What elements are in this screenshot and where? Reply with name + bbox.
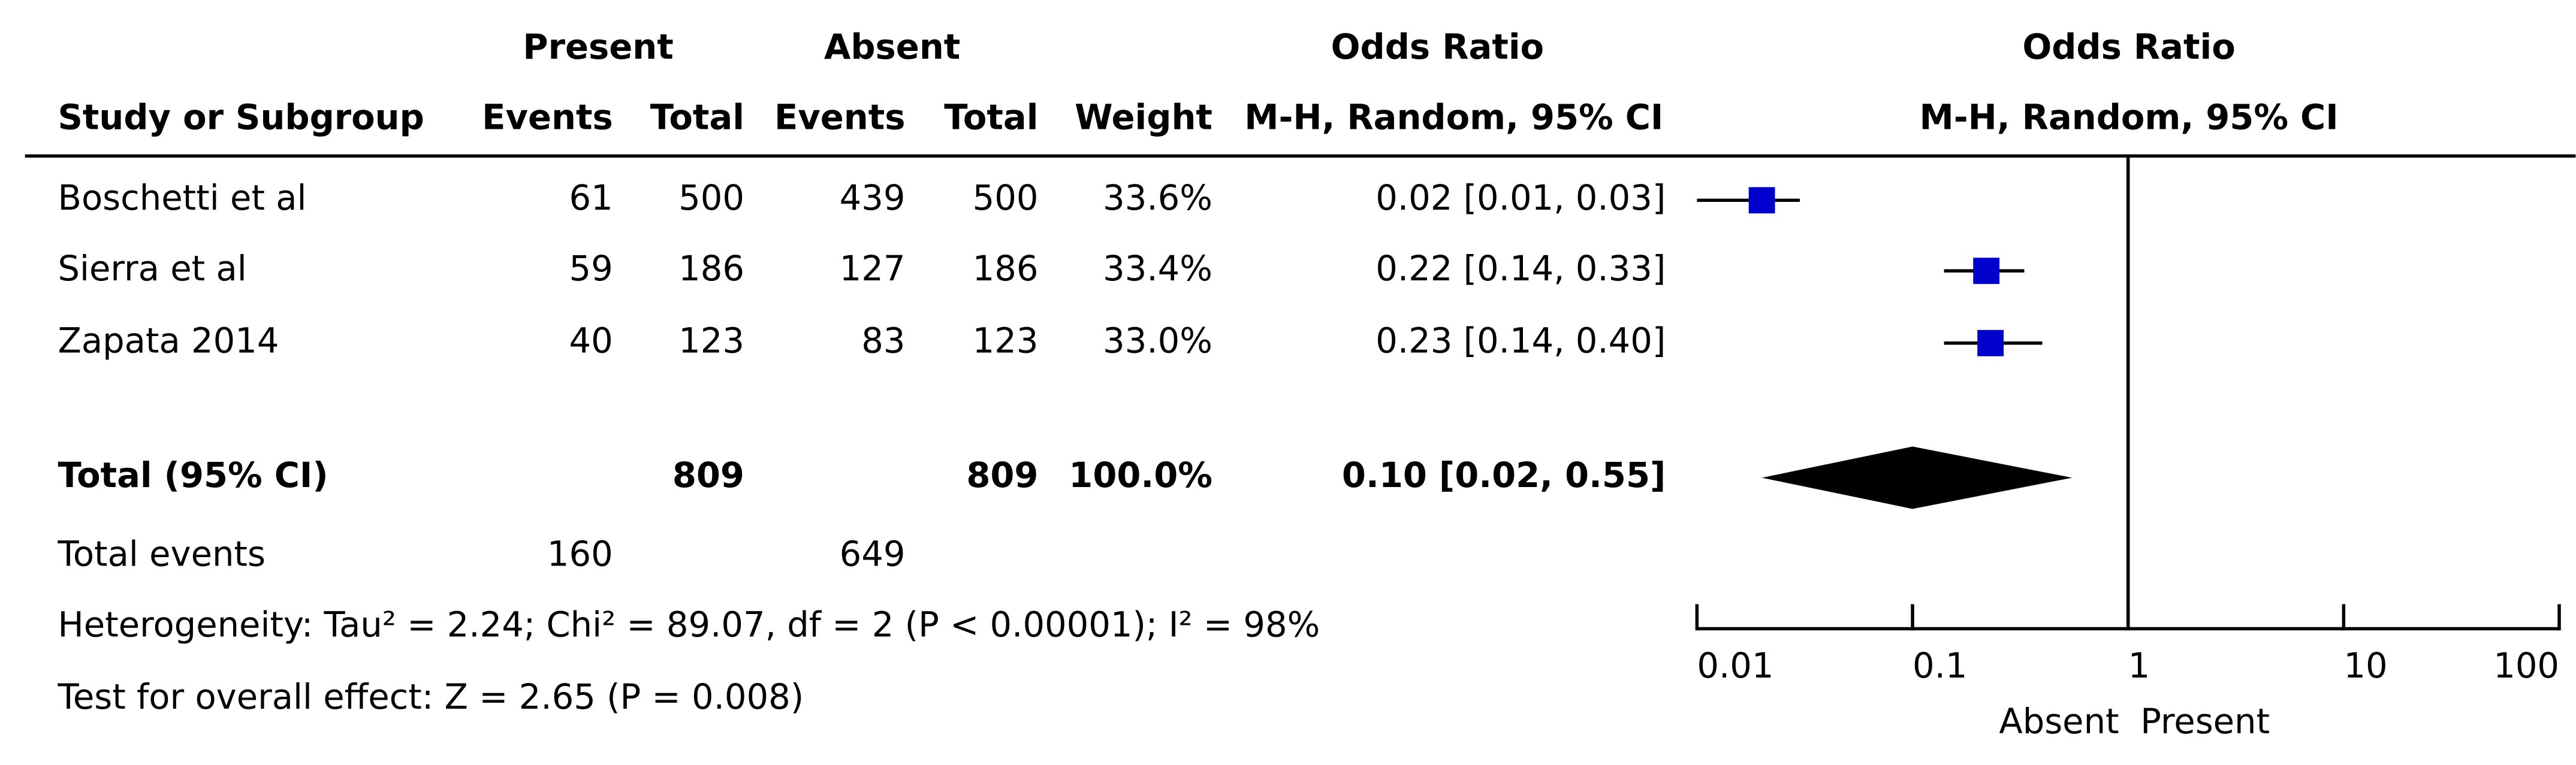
column-header: Events bbox=[482, 98, 613, 138]
x-tick-label: 0.01 bbox=[1697, 646, 1773, 686]
study-name: Boschetti et al bbox=[58, 178, 306, 218]
study-name: Zapata 2014 bbox=[58, 320, 279, 361]
plot-subtitle: M-H, Random, 95% CI bbox=[1919, 98, 2338, 138]
total-events-name: Total events bbox=[57, 534, 265, 574]
table-cell: 33.0% bbox=[1103, 320, 1212, 361]
column-header: Study or Subgroup bbox=[58, 98, 424, 138]
study-name: Sierra et al bbox=[58, 249, 246, 289]
x-tick-label: 10 bbox=[2343, 646, 2387, 686]
table-cell: 100.0% bbox=[1069, 455, 1212, 495]
point-estimate bbox=[1977, 329, 2004, 356]
total-name: Total (95% CI) bbox=[58, 455, 328, 495]
odds-ratio-label: 0.23 [0.14, 0.40] bbox=[1376, 320, 1666, 361]
favours-left: Absent bbox=[1999, 701, 2119, 742]
table-cell: 61 bbox=[569, 178, 613, 218]
table-cell: 809 bbox=[966, 455, 1038, 495]
table-cell: 809 bbox=[672, 455, 744, 495]
table-cell: 59 bbox=[569, 249, 613, 289]
x-tick-label: 0.1 bbox=[1913, 646, 1968, 686]
odds-ratio-label: 0.10 [0.02, 0.55] bbox=[1342, 455, 1666, 495]
table-cell: 33.4% bbox=[1103, 249, 1212, 289]
heterogeneity: Heterogeneity: Tau² = 2.24; Chi² = 89.07… bbox=[58, 604, 1320, 645]
odds-ratio-label: 0.22 [0.14, 0.33] bbox=[1376, 249, 1666, 289]
point-estimate bbox=[1973, 258, 2000, 285]
odds-ratio-label: 0.02 [0.01, 0.03] bbox=[1376, 178, 1666, 218]
column-header: Events bbox=[774, 98, 906, 138]
group-header: Present bbox=[523, 27, 673, 67]
table-cell: 160 bbox=[547, 534, 613, 574]
table-cell: 83 bbox=[861, 320, 905, 361]
table-subtitle: M-H, Random, 95% CI bbox=[1244, 98, 1663, 138]
table-cell: 500 bbox=[973, 178, 1039, 218]
plot-title: Odds Ratio bbox=[2022, 27, 2235, 67]
table-cell: 40 bbox=[569, 320, 613, 361]
table-cell: 649 bbox=[840, 534, 906, 574]
table-cell: 123 bbox=[973, 320, 1039, 361]
group-header: Absent bbox=[824, 27, 960, 67]
table-cell: 127 bbox=[840, 249, 906, 289]
table-cell: 186 bbox=[973, 249, 1039, 289]
point-estimate bbox=[1748, 187, 1775, 214]
favours-right: Present bbox=[2140, 701, 2270, 742]
column-header: Total bbox=[944, 98, 1038, 138]
column-header: Weight bbox=[1075, 98, 1212, 138]
table-cell: 186 bbox=[678, 249, 744, 289]
table-cell: 123 bbox=[678, 320, 744, 361]
x-tick-label: 100 bbox=[2493, 646, 2559, 686]
table-title: Odds Ratio bbox=[1331, 27, 1544, 67]
x-tick-label: 1 bbox=[2128, 646, 2150, 686]
summary-diamond bbox=[1761, 446, 2073, 509]
table-cell: 439 bbox=[840, 178, 906, 218]
table-cell: 33.6% bbox=[1103, 178, 1212, 218]
column-header: Total bbox=[650, 98, 744, 138]
table-cell: 500 bbox=[678, 178, 744, 218]
overall-effect: Test for overall effect: Z = 2.65 (P = 0… bbox=[57, 677, 804, 717]
